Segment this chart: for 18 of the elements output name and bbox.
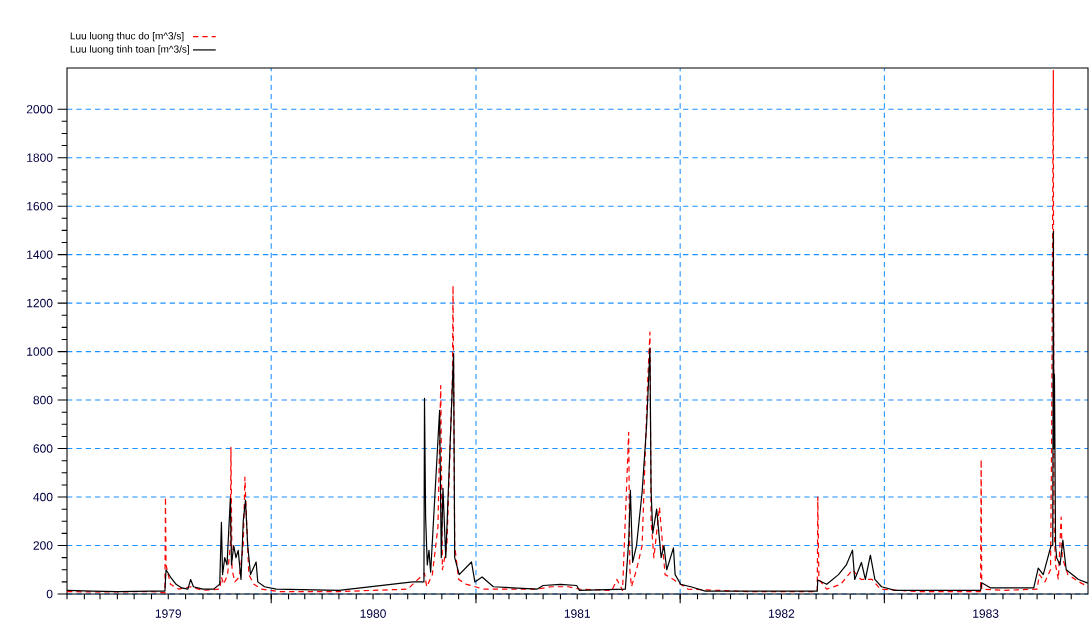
x-tick-label: 1981 xyxy=(564,609,590,618)
legend-label: Luu luong thuc do [m^3/s] xyxy=(70,32,184,42)
y-tick-label: 1800 xyxy=(27,153,53,162)
y-tick-label: 1000 xyxy=(27,347,53,356)
y-tick-label: 1400 xyxy=(27,250,53,259)
x-tick-label: 1980 xyxy=(360,609,386,618)
x-tick-label: 1982 xyxy=(769,609,795,618)
y-tick-label: 2000 xyxy=(26,104,53,114)
x-tick-label: 1983 xyxy=(973,609,999,618)
legend-label: Luu luong tinh toan [m^3/s] xyxy=(70,45,189,55)
y-tick-label: 1200 xyxy=(27,298,53,308)
y-tick-label: 200 xyxy=(33,541,53,550)
y-tick-label: 800 xyxy=(33,395,53,405)
y-tick-label: 600 xyxy=(33,444,53,453)
y-tick-label: 400 xyxy=(33,492,53,502)
x-tick-label: 1979 xyxy=(155,609,182,618)
y-tick-label: 1600 xyxy=(27,201,53,211)
y-tick-label: 0 xyxy=(46,589,53,599)
